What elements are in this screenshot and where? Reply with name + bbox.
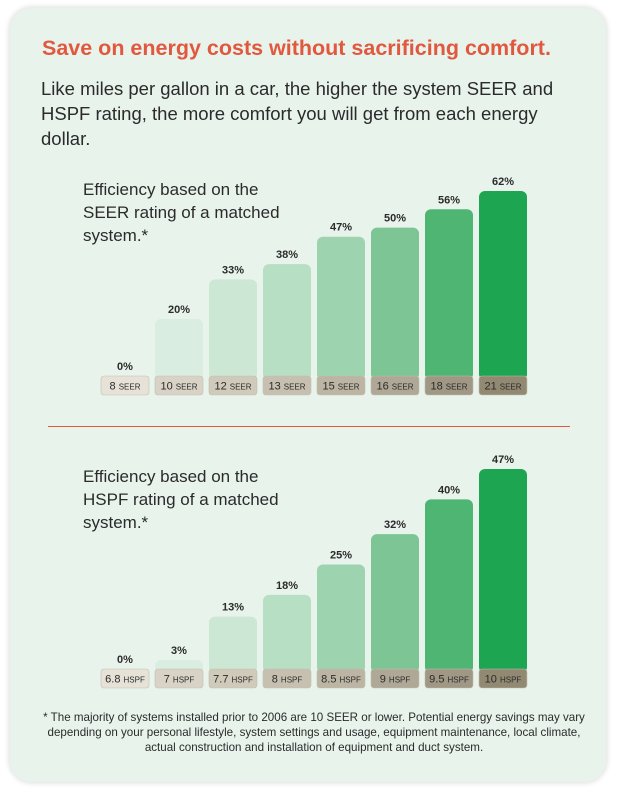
hspf-category-label: 10 HSPF xyxy=(485,674,522,686)
hspf-category-label: 7.7 HSPF xyxy=(213,674,253,686)
intro-text: Like miles per gallon in a car, the high… xyxy=(41,78,554,149)
seer-bar xyxy=(209,279,257,380)
seer-category-label: 21 SEER xyxy=(484,381,521,393)
chart-divider xyxy=(48,426,570,427)
seer-value-label: 33% xyxy=(222,264,244,276)
hspf-category-label: 9.5 HSPF xyxy=(429,674,469,686)
seer-category-label: 18 SEER xyxy=(430,381,467,393)
seer-bar xyxy=(479,191,527,380)
hspf-category-label: 8.5 HSPF xyxy=(321,674,361,686)
hspf-value-label: 18% xyxy=(276,580,298,592)
hspf-category-tab xyxy=(424,668,474,689)
seer-bar xyxy=(371,227,419,380)
hspf-value-label: 32% xyxy=(384,519,406,531)
seer-bar xyxy=(263,264,311,380)
hspf-category-tab xyxy=(208,668,258,689)
hspf-category-tab xyxy=(100,668,150,689)
hspf-bar xyxy=(209,616,257,673)
seer-value-label: 62% xyxy=(492,176,514,188)
hspf-bar xyxy=(479,469,527,673)
seer-category-label: 8 SEER xyxy=(110,381,141,393)
hspf-value-label: 25% xyxy=(330,549,352,561)
hspf-bar xyxy=(317,564,365,673)
seer-chart-title: Efficiency based on the SEER rating of a… xyxy=(83,180,280,245)
seer-category-tab xyxy=(262,375,312,396)
hspf-value-label: 47% xyxy=(492,454,514,466)
hspf-value-label: 40% xyxy=(438,484,460,496)
hspf-category-tab xyxy=(154,668,204,689)
seer-value-label: 56% xyxy=(438,194,460,206)
hspf-category-tab xyxy=(370,668,420,689)
seer-category-tab xyxy=(370,375,420,396)
seer-category-tab xyxy=(100,375,150,396)
headline: Save on energy costs without sacrificing… xyxy=(42,36,551,60)
seer-category-tab xyxy=(208,375,258,396)
seer-value-label: 0% xyxy=(117,361,133,373)
seer-category-label: 15 SEER xyxy=(322,381,359,393)
seer-category-label: 13 SEER xyxy=(268,381,305,393)
hspf-bar xyxy=(425,499,473,673)
hspf-chart-title: Efficiency based on the HSPF rating of a… xyxy=(83,467,279,532)
hspf-category-label: 8 HSPF xyxy=(272,674,303,686)
hspf-bar xyxy=(371,534,419,673)
seer-category-tab xyxy=(154,375,204,396)
hspf-category-label: 7 HSPF xyxy=(164,674,195,686)
hspf-category-label: 9 HSPF xyxy=(380,674,411,686)
seer-category-label: 10 SEER xyxy=(160,381,197,393)
seer-value-label: 20% xyxy=(168,304,190,316)
hspf-value-label: 13% xyxy=(222,602,244,614)
hspf-category-label: 6.8 HSPF xyxy=(105,674,145,686)
seer-category-tab xyxy=(316,375,366,396)
seer-bar xyxy=(155,319,203,380)
seer-category-tab xyxy=(478,375,528,396)
seer-value-label: 47% xyxy=(330,222,352,234)
hspf-value-label: 0% xyxy=(117,654,133,666)
hspf-category-tab xyxy=(262,668,312,689)
hspf-bar xyxy=(263,594,311,673)
hspf-category-tab xyxy=(316,668,366,689)
seer-bar xyxy=(425,209,473,380)
seer-value-label: 50% xyxy=(384,213,406,225)
seer-category-tab xyxy=(424,375,474,396)
footnote: * The majority of systems installed prio… xyxy=(43,711,585,754)
seer-category-label: 12 SEER xyxy=(214,381,251,393)
seer-category-label: 16 SEER xyxy=(376,381,413,393)
seer-bar xyxy=(317,236,365,380)
hspf-value-label: 3% xyxy=(171,645,187,657)
hspf-category-tab xyxy=(478,668,528,689)
seer-value-label: 38% xyxy=(276,249,298,261)
